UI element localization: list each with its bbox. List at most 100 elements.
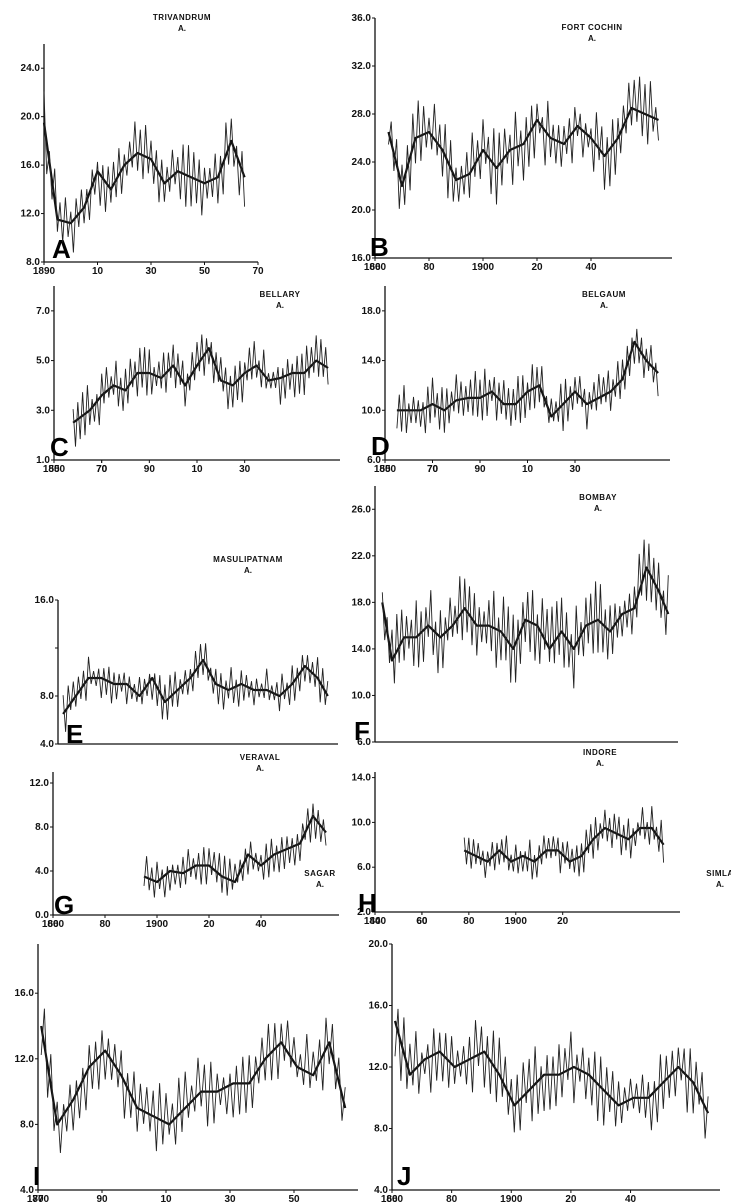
y-tick-label: 16.0: [35, 595, 55, 606]
x-tick-label: 30: [239, 464, 251, 475]
y-tick-label: 8.0: [40, 691, 54, 702]
smoothed-line: [42, 122, 246, 225]
y-tick-label: 10.0: [352, 690, 372, 701]
chart-subtitle: A.: [276, 301, 284, 310]
panel-letter: A: [52, 234, 71, 264]
x-tick-label: 30: [145, 266, 157, 277]
y-tick-label: 16.0: [15, 988, 35, 999]
y-tick-label: 18.0: [362, 306, 382, 317]
panel-a: 8.0 12.0 16.0 20.0 24.0 1890 10 30 50 70 TRIVANDRU…: [21, 13, 264, 277]
x-tick-label: 20: [565, 1194, 577, 1202]
panel-letter: I: [33, 1161, 40, 1191]
panel-letter: B: [370, 232, 389, 262]
y-tick-label: 20.0: [21, 112, 41, 123]
panel-i: 4.0 8.0 12.0 16.0 1870 90 10 30 50 70 SAGAR A. I: [15, 869, 358, 1202]
x-tick-label: 50: [379, 464, 391, 475]
y-tick-label: 14.0: [362, 356, 382, 367]
chart-title: INDORE: [583, 748, 617, 757]
y-tick-label: 16.0: [21, 160, 41, 171]
y-tick-label: 8.0: [35, 822, 49, 833]
chart-subtitle: A.: [716, 880, 724, 889]
y-tick-label: 3.0: [36, 405, 50, 416]
panel-j: 4.0 8.0 12.0 16.0 20.0 1860 80 1900 20 40 60 SIMLA A…: [369, 869, 731, 1202]
panel-letter: G: [54, 890, 74, 920]
x-tick-label: 80: [446, 1194, 458, 1202]
chart-title: SAGAR: [304, 869, 335, 878]
y-tick-label: 26.0: [352, 504, 372, 515]
y-tick-label: 16.0: [352, 253, 372, 264]
x-tick-label: 60: [369, 262, 381, 273]
panel-letter: C: [50, 432, 69, 462]
y-tick-label: 36.0: [352, 13, 372, 24]
chart-subtitle: A.: [244, 566, 252, 575]
x-tick-label: 1850: [43, 464, 66, 475]
smoothed-line: [62, 658, 329, 715]
x-tick-label: 1900: [146, 919, 169, 930]
x-tick-label: 10: [160, 1194, 172, 1202]
annual-series: [396, 328, 659, 434]
y-tick-label: 6.0: [367, 455, 381, 466]
chart-title: MASULIPATNAM: [213, 555, 283, 564]
chart-title: BOMBAY: [579, 493, 617, 502]
chart-subtitle: A.: [596, 759, 604, 768]
x-tick-label: 70: [427, 464, 439, 475]
y-tick-label: 4.0: [20, 1185, 34, 1196]
x-tick-label: 80: [99, 919, 111, 930]
x-tick-label: 70: [252, 266, 264, 277]
y-tick-label: 32.0: [352, 61, 372, 72]
y-tick-label: 28.0: [352, 109, 372, 120]
x-tick-label: 80: [423, 262, 435, 273]
chart-subtitle: A.: [316, 880, 324, 889]
x-tick-label: 1860: [42, 919, 65, 930]
panel-b: 16.0 20.0 24.0 28.0 32.0 36.0 1860 80 1900 20 40 60…: [352, 13, 672, 273]
x-tick-label: 90: [474, 464, 486, 475]
y-tick-label: 4.0: [374, 1185, 388, 1196]
x-tick-label: 90: [144, 464, 156, 475]
x-tick-label: 1900: [500, 1194, 523, 1202]
annual-series: [43, 91, 246, 253]
y-tick-label: 5.0: [36, 356, 50, 367]
panel-letter: F: [354, 716, 370, 746]
chart-subtitle: A.: [256, 764, 264, 773]
x-tick-label: 1860: [381, 1194, 404, 1202]
annual-series: [40, 1008, 346, 1154]
x-tick-label: 1900: [505, 916, 528, 927]
y-tick-label: 8.0: [20, 1119, 34, 1130]
x-tick-label: 1890: [33, 266, 56, 277]
chart-title: FORT COCHIN: [561, 23, 622, 32]
y-tick-label: 7.0: [36, 306, 50, 317]
y-tick-label: 10.0: [352, 817, 372, 828]
y-tick-label: 10.0: [362, 405, 382, 416]
y-tick-label: 18.0: [352, 597, 372, 608]
annual-series: [394, 1008, 709, 1139]
x-tick-label: 1860: [364, 262, 387, 273]
annual-series: [381, 539, 669, 689]
panel-letter: H: [358, 888, 377, 918]
x-tick-label: 1870: [27, 1194, 50, 1202]
y-tick-label: 6.0: [357, 862, 371, 873]
chart-subtitle: A.: [588, 34, 596, 43]
smoothed-line: [381, 566, 670, 662]
y-tick-label: 8.0: [26, 257, 40, 268]
x-tick-label: 50: [48, 464, 60, 475]
x-tick-label: 20: [531, 262, 543, 273]
x-tick-label: 1900: [472, 262, 495, 273]
panel-letter: J: [397, 1161, 411, 1191]
y-tick-label: 2.0: [357, 907, 371, 918]
y-tick-label: 12.0: [30, 778, 50, 789]
y-tick-label: 4.0: [40, 739, 54, 750]
chart-subtitle: A.: [600, 301, 608, 310]
x-tick-label: 50: [288, 1194, 300, 1202]
x-tick-label: 70: [96, 464, 108, 475]
annual-series: [62, 643, 329, 732]
y-tick-label: 24.0: [352, 157, 372, 168]
x-tick-label: 1850: [374, 464, 397, 475]
x-tick-label: 90: [96, 1194, 108, 1202]
chart-title: TRIVANDRUM: [153, 13, 211, 22]
x-tick-label: 10: [191, 464, 203, 475]
x-tick-label: 70: [427, 464, 439, 475]
